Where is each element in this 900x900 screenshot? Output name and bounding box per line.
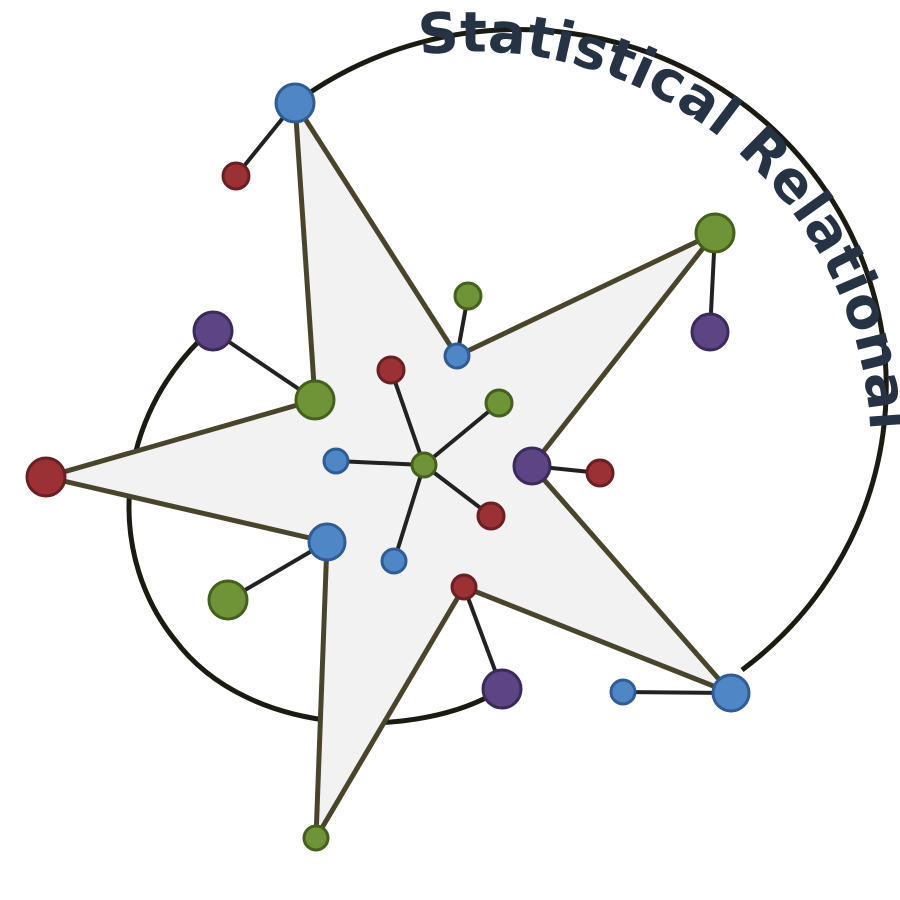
- purple-node: [192, 310, 234, 352]
- green-node: [453, 281, 483, 311]
- red-node: [450, 573, 478, 601]
- blue-node: [380, 547, 408, 575]
- purple-node: [512, 446, 552, 486]
- outer-arc: [293, 27, 889, 673]
- purple-node: [481, 668, 523, 710]
- red-node: [25, 456, 67, 498]
- green-node: [694, 212, 736, 254]
- blue-node: [609, 678, 637, 706]
- star-nodes: [25, 82, 751, 852]
- satellite-nodes: [192, 161, 730, 710]
- green-node: [294, 379, 336, 421]
- red-node: [376, 355, 406, 385]
- red-node: [221, 161, 251, 191]
- outer-arc-left: [126, 338, 502, 726]
- blue-node: [307, 522, 347, 562]
- purple-node: [690, 312, 730, 352]
- red-node: [585, 458, 615, 488]
- red-node: [476, 501, 506, 531]
- green-node: [302, 824, 330, 852]
- blue-node: [322, 447, 350, 475]
- blue-node: [443, 342, 471, 370]
- blue-node: [711, 673, 751, 713]
- central-hub: [322, 355, 514, 575]
- blue-node: [274, 82, 316, 124]
- hub-node: [410, 451, 438, 479]
- star-shape: [43, 100, 734, 841]
- green-node: [484, 388, 514, 418]
- green-node: [207, 579, 249, 621]
